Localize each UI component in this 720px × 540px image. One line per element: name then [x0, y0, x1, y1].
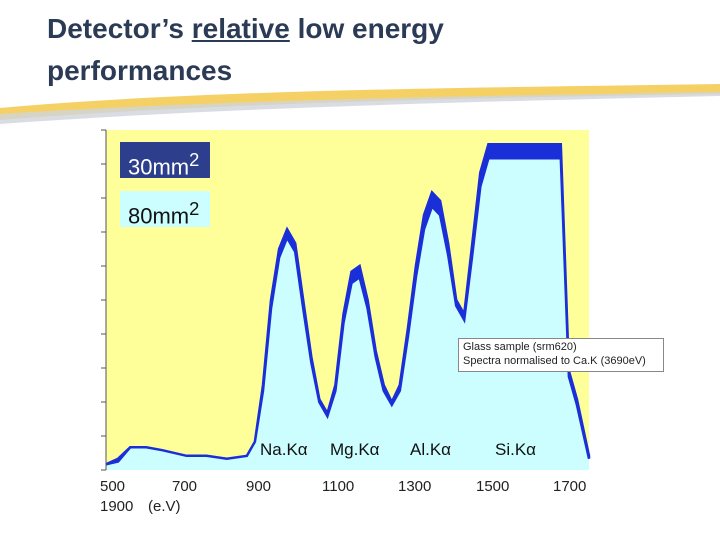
legend-30mm2: 30mm2 — [120, 142, 210, 179]
peak-label-mg: Mg.Kα — [330, 440, 380, 459]
peak-label-si: Si.Kα — [495, 440, 537, 459]
title-text: Detector’s — [47, 13, 192, 44]
series-30mm2-band — [105, 142, 591, 466]
x-tick-700: 700 — [172, 478, 198, 495]
title-line2: performances — [47, 55, 233, 86]
x-tick-1300: 1300 — [398, 478, 432, 495]
note-line2: Spectra normalised to Ca.K (3690eV) — [463, 355, 646, 367]
legend-80mm2: 80mm2 — [120, 191, 210, 228]
annotation-note: Glass sample (srm620) Spectra normalised… — [458, 338, 664, 372]
x-axis-unit: (e.V) — [148, 498, 181, 515]
note-line1: Glass sample (srm620) — [463, 341, 577, 353]
x-tick-500: 500 — [100, 478, 126, 495]
title-text-end: low energy — [289, 13, 444, 44]
x-tick-1900: 1900 — [100, 498, 134, 515]
x-tick-1700: 1700 — [553, 478, 587, 495]
x-tick-900: 900 — [246, 478, 272, 495]
slide-title: Detector’s relative low energy performan… — [47, 8, 444, 92]
header-swoosh — [0, 84, 720, 124]
peak-label-al: Al.Kα — [410, 440, 452, 459]
peak-label-na: Na.Kα — [260, 440, 308, 459]
x-tick-1500: 1500 — [476, 478, 510, 495]
x-tick-1100: 1100 — [322, 478, 355, 495]
title-underlined: relative — [191, 13, 290, 44]
